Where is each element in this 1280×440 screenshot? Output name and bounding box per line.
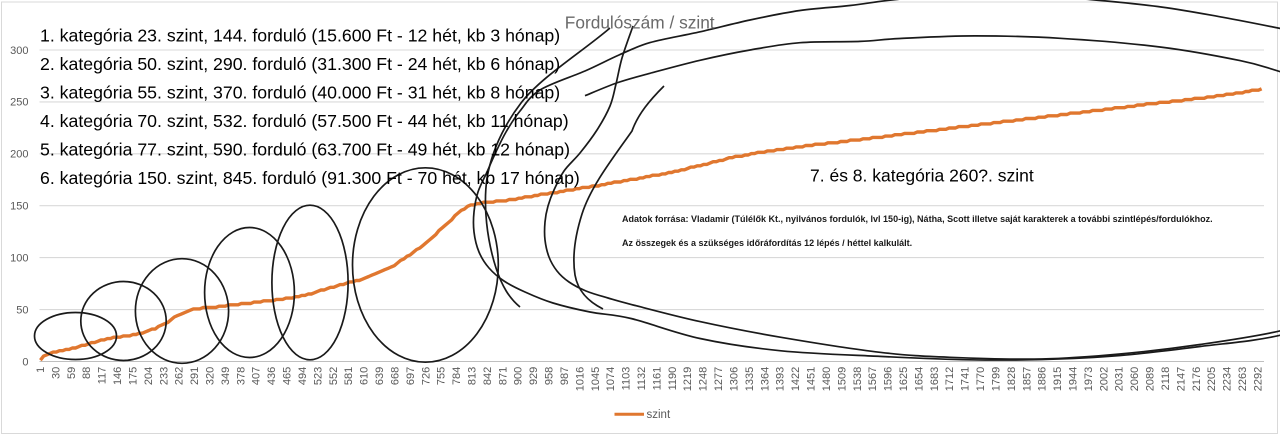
svg-text:1. kategória 23. szint, 144. f: 1. kategória 23. szint, 144. forduló (15… xyxy=(40,26,560,46)
svg-text:1654: 1654 xyxy=(913,367,925,391)
svg-text:1538: 1538 xyxy=(852,367,864,391)
svg-text:2292: 2292 xyxy=(1252,367,1264,391)
svg-text:1712: 1712 xyxy=(944,367,956,391)
svg-text:407: 407 xyxy=(251,367,263,385)
svg-text:1509: 1509 xyxy=(836,367,848,391)
svg-text:0: 0 xyxy=(22,356,28,368)
svg-text:320: 320 xyxy=(204,367,216,385)
svg-text:610: 610 xyxy=(359,367,371,385)
svg-text:2060: 2060 xyxy=(1129,367,1141,391)
svg-text:262: 262 xyxy=(174,367,186,385)
svg-text:2031: 2031 xyxy=(1114,367,1126,391)
svg-text:2234: 2234 xyxy=(1222,367,1234,391)
svg-text:1364: 1364 xyxy=(759,367,771,391)
svg-text:1335: 1335 xyxy=(744,367,756,391)
svg-text:204: 204 xyxy=(143,367,155,385)
svg-text:88: 88 xyxy=(81,367,93,379)
svg-text:1190: 1190 xyxy=(667,367,679,391)
svg-text:668: 668 xyxy=(389,367,401,385)
svg-text:726: 726 xyxy=(420,367,432,385)
svg-text:958: 958 xyxy=(544,367,556,385)
svg-text:5. kategória 77. szint, 590. f: 5. kategória 77. szint, 590. forduló (63… xyxy=(40,139,570,159)
svg-text:200: 200 xyxy=(10,149,28,161)
svg-text:1683: 1683 xyxy=(929,367,941,391)
svg-text:378: 378 xyxy=(235,367,247,385)
svg-text:1161: 1161 xyxy=(651,367,663,391)
svg-text:50: 50 xyxy=(16,304,28,316)
svg-text:581: 581 xyxy=(343,367,355,385)
svg-text:1132: 1132 xyxy=(636,367,648,391)
svg-text:1219: 1219 xyxy=(682,367,694,391)
svg-text:1886: 1886 xyxy=(1037,367,1049,391)
svg-text:1248: 1248 xyxy=(698,367,710,391)
svg-text:2147: 2147 xyxy=(1175,367,1187,391)
svg-text:Adatok forrása: Vladamir (Túlé: Adatok forrása: Vladamir (Túlélők Kt., n… xyxy=(622,214,1213,224)
svg-text:784: 784 xyxy=(451,367,463,385)
svg-text:929: 929 xyxy=(528,367,540,385)
svg-text:300: 300 xyxy=(10,45,28,57)
svg-text:2176: 2176 xyxy=(1191,367,1203,391)
svg-text:871: 871 xyxy=(497,367,509,385)
svg-text:1973: 1973 xyxy=(1083,367,1095,391)
svg-text:465: 465 xyxy=(282,367,294,385)
svg-text:2002: 2002 xyxy=(1098,367,1110,391)
svg-text:697: 697 xyxy=(405,367,417,385)
svg-text:szint: szint xyxy=(647,409,671,421)
svg-text:900: 900 xyxy=(513,367,525,385)
svg-text:639: 639 xyxy=(374,367,386,385)
svg-text:1016: 1016 xyxy=(574,367,586,391)
svg-text:1799: 1799 xyxy=(991,367,1003,391)
svg-text:1306: 1306 xyxy=(729,367,741,391)
svg-text:1741: 1741 xyxy=(960,367,972,391)
svg-text:1: 1 xyxy=(35,367,47,373)
svg-text:2089: 2089 xyxy=(1145,367,1157,391)
svg-text:30: 30 xyxy=(50,367,62,379)
svg-text:1625: 1625 xyxy=(898,367,910,391)
svg-text:1103: 1103 xyxy=(621,367,633,391)
svg-text:6. kategória 150. szint, 845.: 6. kategória 150. szint, 845. forduló (9… xyxy=(40,168,580,188)
svg-text:1480: 1480 xyxy=(821,367,833,391)
svg-text:291: 291 xyxy=(189,367,201,385)
svg-text:1045: 1045 xyxy=(590,367,602,391)
svg-text:175: 175 xyxy=(127,367,139,385)
svg-text:1828: 1828 xyxy=(1006,367,1018,391)
svg-text:1422: 1422 xyxy=(790,367,802,391)
svg-text:1451: 1451 xyxy=(806,367,818,391)
svg-text:1567: 1567 xyxy=(867,367,879,391)
svg-text:146: 146 xyxy=(112,367,124,385)
svg-text:813: 813 xyxy=(466,367,478,385)
svg-text:987: 987 xyxy=(559,367,571,385)
svg-text:2118: 2118 xyxy=(1160,367,1172,391)
svg-text:1074: 1074 xyxy=(605,367,617,391)
svg-text:436: 436 xyxy=(266,367,278,385)
svg-text:3. kategória 55. szint, 370. f: 3. kategória 55. szint, 370. forduló (40… xyxy=(40,82,560,102)
svg-text:1944: 1944 xyxy=(1068,367,1080,391)
svg-text:233: 233 xyxy=(158,367,170,385)
svg-text:755: 755 xyxy=(436,367,448,385)
svg-text:1277: 1277 xyxy=(713,367,725,391)
svg-text:1393: 1393 xyxy=(775,367,787,391)
svg-text:150: 150 xyxy=(10,201,28,213)
svg-text:117: 117 xyxy=(97,367,109,385)
svg-text:523: 523 xyxy=(312,367,324,385)
svg-text:Fordulószám / szint: Fordulószám / szint xyxy=(565,13,715,33)
svg-text:250: 250 xyxy=(10,97,28,109)
svg-text:2. kategória 50. szint, 290. f: 2. kategória 50. szint, 290. forduló (31… xyxy=(40,54,560,74)
svg-text:494: 494 xyxy=(297,367,309,385)
svg-text:100: 100 xyxy=(10,252,28,264)
svg-text:552: 552 xyxy=(328,367,340,385)
svg-text:2205: 2205 xyxy=(1206,367,1218,391)
svg-text:842: 842 xyxy=(482,367,494,385)
svg-text:2263: 2263 xyxy=(1237,367,1249,391)
svg-text:7. és 8. kategória 260?. szint: 7. és 8. kategória 260?. szint xyxy=(810,166,1034,186)
svg-text:1596: 1596 xyxy=(883,367,895,391)
svg-text:1857: 1857 xyxy=(1021,367,1033,391)
svg-text:1770: 1770 xyxy=(975,367,987,391)
svg-text:59: 59 xyxy=(66,367,78,379)
svg-text:349: 349 xyxy=(220,367,232,385)
svg-text:Az összegek és a szükséges idő: Az összegek és a szükséges időráfordítás… xyxy=(622,238,912,248)
svg-text:1915: 1915 xyxy=(1052,367,1064,391)
svg-text:4. kategória 70. szint, 532. f: 4. kategória 70. szint, 532. forduló (57… xyxy=(40,111,569,131)
